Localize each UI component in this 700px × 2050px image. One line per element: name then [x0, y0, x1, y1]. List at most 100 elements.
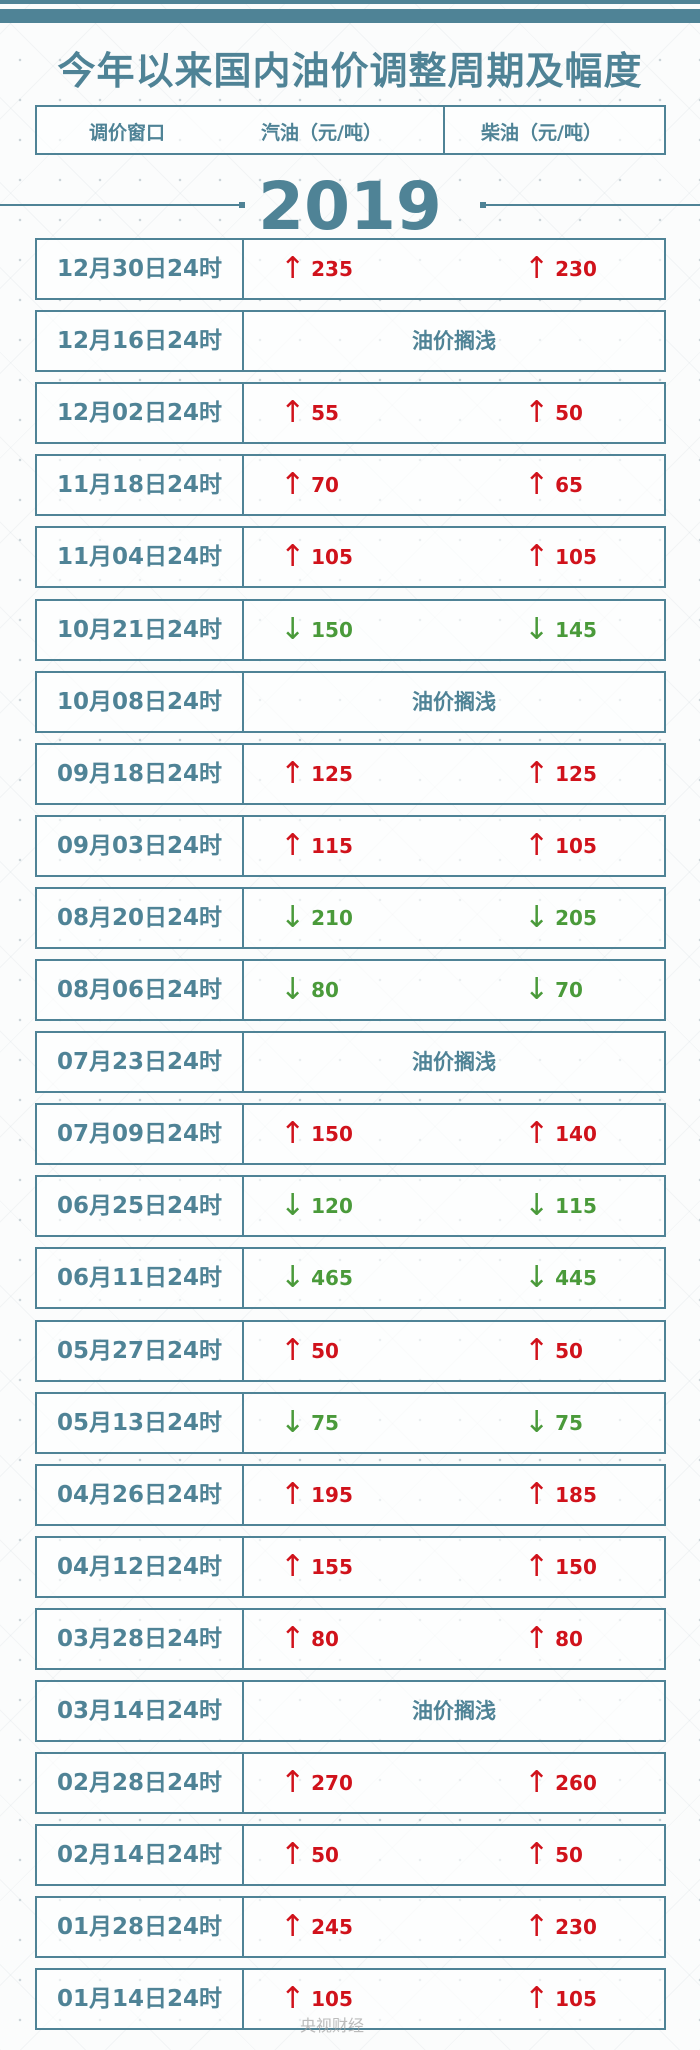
row-date: 09月03日24时: [37, 816, 244, 875]
gasoline-value: 210: [311, 905, 353, 930]
table-row: 04月12日24时 ↑ 155 ↑ 150: [35, 1535, 666, 1598]
gasoline-change: ↑ 150: [280, 1105, 353, 1163]
diesel-value: 105: [555, 833, 597, 858]
arrow-up-icon: ↑: [280, 1116, 306, 1152]
table-row: 12月02日24时 ↑ 55 ↑ 50: [35, 382, 666, 445]
gasoline-change: ↑ 195: [280, 1466, 353, 1524]
row-date: 03月28日24时: [37, 1609, 244, 1668]
arrow-up-icon: ↑: [524, 251, 550, 286]
row-note: 油价搁浅: [412, 329, 496, 354]
arrow-up-icon: ↑: [280, 1620, 306, 1656]
row-date: 04月12日24时: [37, 1537, 244, 1596]
gasoline-change: ↑ 115: [280, 817, 353, 875]
diesel-change: ↑ 65: [524, 456, 583, 514]
table-row: 01月14日24时 ↑ 105 ↑ 105: [35, 1968, 666, 2031]
arrow-down-icon: ↓: [524, 1188, 550, 1224]
diesel-change: ↑ 50: [524, 384, 583, 442]
table-row: 01月28日24时 ↑ 245 ↑ 230: [35, 1896, 666, 1959]
diesel-change: ↓ 445: [524, 1249, 597, 1307]
table-row: 11月04日24时 ↑ 105 ↑ 105: [35, 526, 666, 589]
top-bar-thin: [0, 0, 700, 4]
gasoline-value: 105: [311, 545, 353, 570]
diesel-value: 185: [555, 1482, 597, 1507]
arrow-up-icon: ↑: [524, 1476, 550, 1512]
arrow-down-icon: ↓: [280, 1404, 306, 1440]
top-bar-thick: [0, 9, 700, 23]
gasoline-change: ↓ 120: [280, 1177, 353, 1235]
header-diesel: 柴油（元/吨）: [481, 122, 602, 144]
arrow-down-icon: ↓: [280, 1188, 306, 1224]
arrow-up-icon: ↑: [524, 1837, 550, 1873]
gasoline-value: 155: [311, 1554, 353, 1579]
arrow-down-icon: ↓: [524, 972, 550, 1007]
gasoline-change: ↓ 75: [280, 1394, 339, 1452]
table-row: 03月14日24时 油价搁浅: [35, 1680, 666, 1742]
diesel-change: ↑ 230: [524, 1898, 597, 1956]
gasoline-value: 105: [311, 1987, 353, 2012]
gasoline-change: ↑ 105: [280, 528, 353, 586]
table-row: 03月28日24时 ↑ 80 ↑ 80: [35, 1607, 666, 1670]
arrow-down-icon: ↓: [524, 1260, 550, 1296]
arrow-up-icon: ↑: [524, 539, 550, 575]
header-gasoline: 汽油（元/吨）: [261, 122, 382, 144]
year-dot-left: [239, 202, 245, 208]
diesel-change: ↓ 115: [524, 1177, 597, 1235]
arrow-up-icon: ↑: [280, 827, 306, 863]
row-date: 09月18日24时: [37, 744, 244, 803]
diesel-change: ↓ 145: [524, 601, 597, 659]
gasoline-change: ↑ 55: [280, 384, 339, 442]
arrow-down-icon: ↓: [524, 899, 550, 935]
arrow-down-icon: ↓: [280, 972, 306, 1007]
gasoline-value: 465: [311, 1266, 353, 1291]
diesel-value: 75: [555, 1410, 583, 1435]
row-date: 05月13日24时: [37, 1393, 244, 1452]
diesel-value: 145: [555, 617, 597, 642]
row-date: 10月21日24时: [37, 600, 244, 659]
table-row: 06月11日24时 ↓ 465 ↓ 445: [35, 1247, 666, 1310]
table-row: 07月23日24时 油价搁浅: [35, 1031, 666, 1094]
row-note: 油价搁浅: [412, 689, 496, 714]
diesel-value: 50: [555, 1843, 583, 1868]
gasoline-change: ↓ 150: [280, 601, 353, 659]
arrow-up-icon: ↑: [280, 1332, 306, 1368]
arrow-up-icon: ↑: [524, 1909, 550, 1945]
arrow-up-icon: ↑: [524, 755, 550, 791]
gasoline-value: 245: [311, 1915, 353, 1940]
arrow-up-icon: ↑: [280, 1476, 306, 1512]
gasoline-value: 270: [311, 1771, 353, 1796]
diesel-value: 50: [555, 1338, 583, 1363]
table-row: 07月09日24时 ↑ 150 ↑ 140: [35, 1103, 666, 1166]
year-heading: 2019: [258, 168, 442, 245]
arrow-down-icon: ↓: [280, 899, 306, 935]
table-row: 06月25日24时 ↓ 120 ↓ 115: [35, 1175, 666, 1238]
header-divider: [443, 107, 445, 153]
diesel-change: ↑ 260: [524, 1754, 597, 1812]
diesel-value: 125: [555, 761, 597, 786]
table-row: 10月21日24时 ↓ 150 ↓ 145: [35, 598, 666, 661]
gasoline-value: 235: [311, 257, 353, 281]
table-row: 02月14日24时 ↑ 50 ↑ 50: [35, 1824, 666, 1887]
gasoline-change: ↓ 210: [280, 889, 353, 947]
diesel-change: ↑ 150: [524, 1538, 597, 1596]
gasoline-change: ↑ 70: [280, 456, 339, 514]
arrow-up-icon: ↑: [524, 395, 550, 431]
arrow-up-icon: ↑: [524, 467, 550, 503]
diesel-value: 105: [555, 545, 597, 570]
arrow-up-icon: ↑: [280, 395, 306, 431]
table-row: 11月18日24时 ↑ 70 ↑ 65: [35, 454, 666, 517]
arrow-down-icon: ↓: [280, 1260, 306, 1296]
gasoline-change: ↓ 80: [280, 961, 339, 1019]
row-date: 07月23日24时: [37, 1033, 244, 1092]
year-line-right: [484, 204, 700, 206]
diesel-value: 230: [555, 1915, 597, 1940]
diesel-value: 50: [555, 401, 583, 426]
year-line-left: [0, 204, 240, 206]
diesel-change: ↑ 105: [524, 1970, 597, 2028]
row-date: 06月11日24时: [37, 1249, 244, 1308]
gasoline-change: ↑ 50: [280, 1322, 339, 1380]
diesel-value: 260: [555, 1771, 597, 1796]
arrow-up-icon: ↑: [280, 1765, 306, 1801]
diesel-value: 150: [555, 1554, 597, 1579]
row-date: 08月06日24时: [37, 961, 244, 1019]
row-date: 04月26日24时: [37, 1465, 244, 1524]
